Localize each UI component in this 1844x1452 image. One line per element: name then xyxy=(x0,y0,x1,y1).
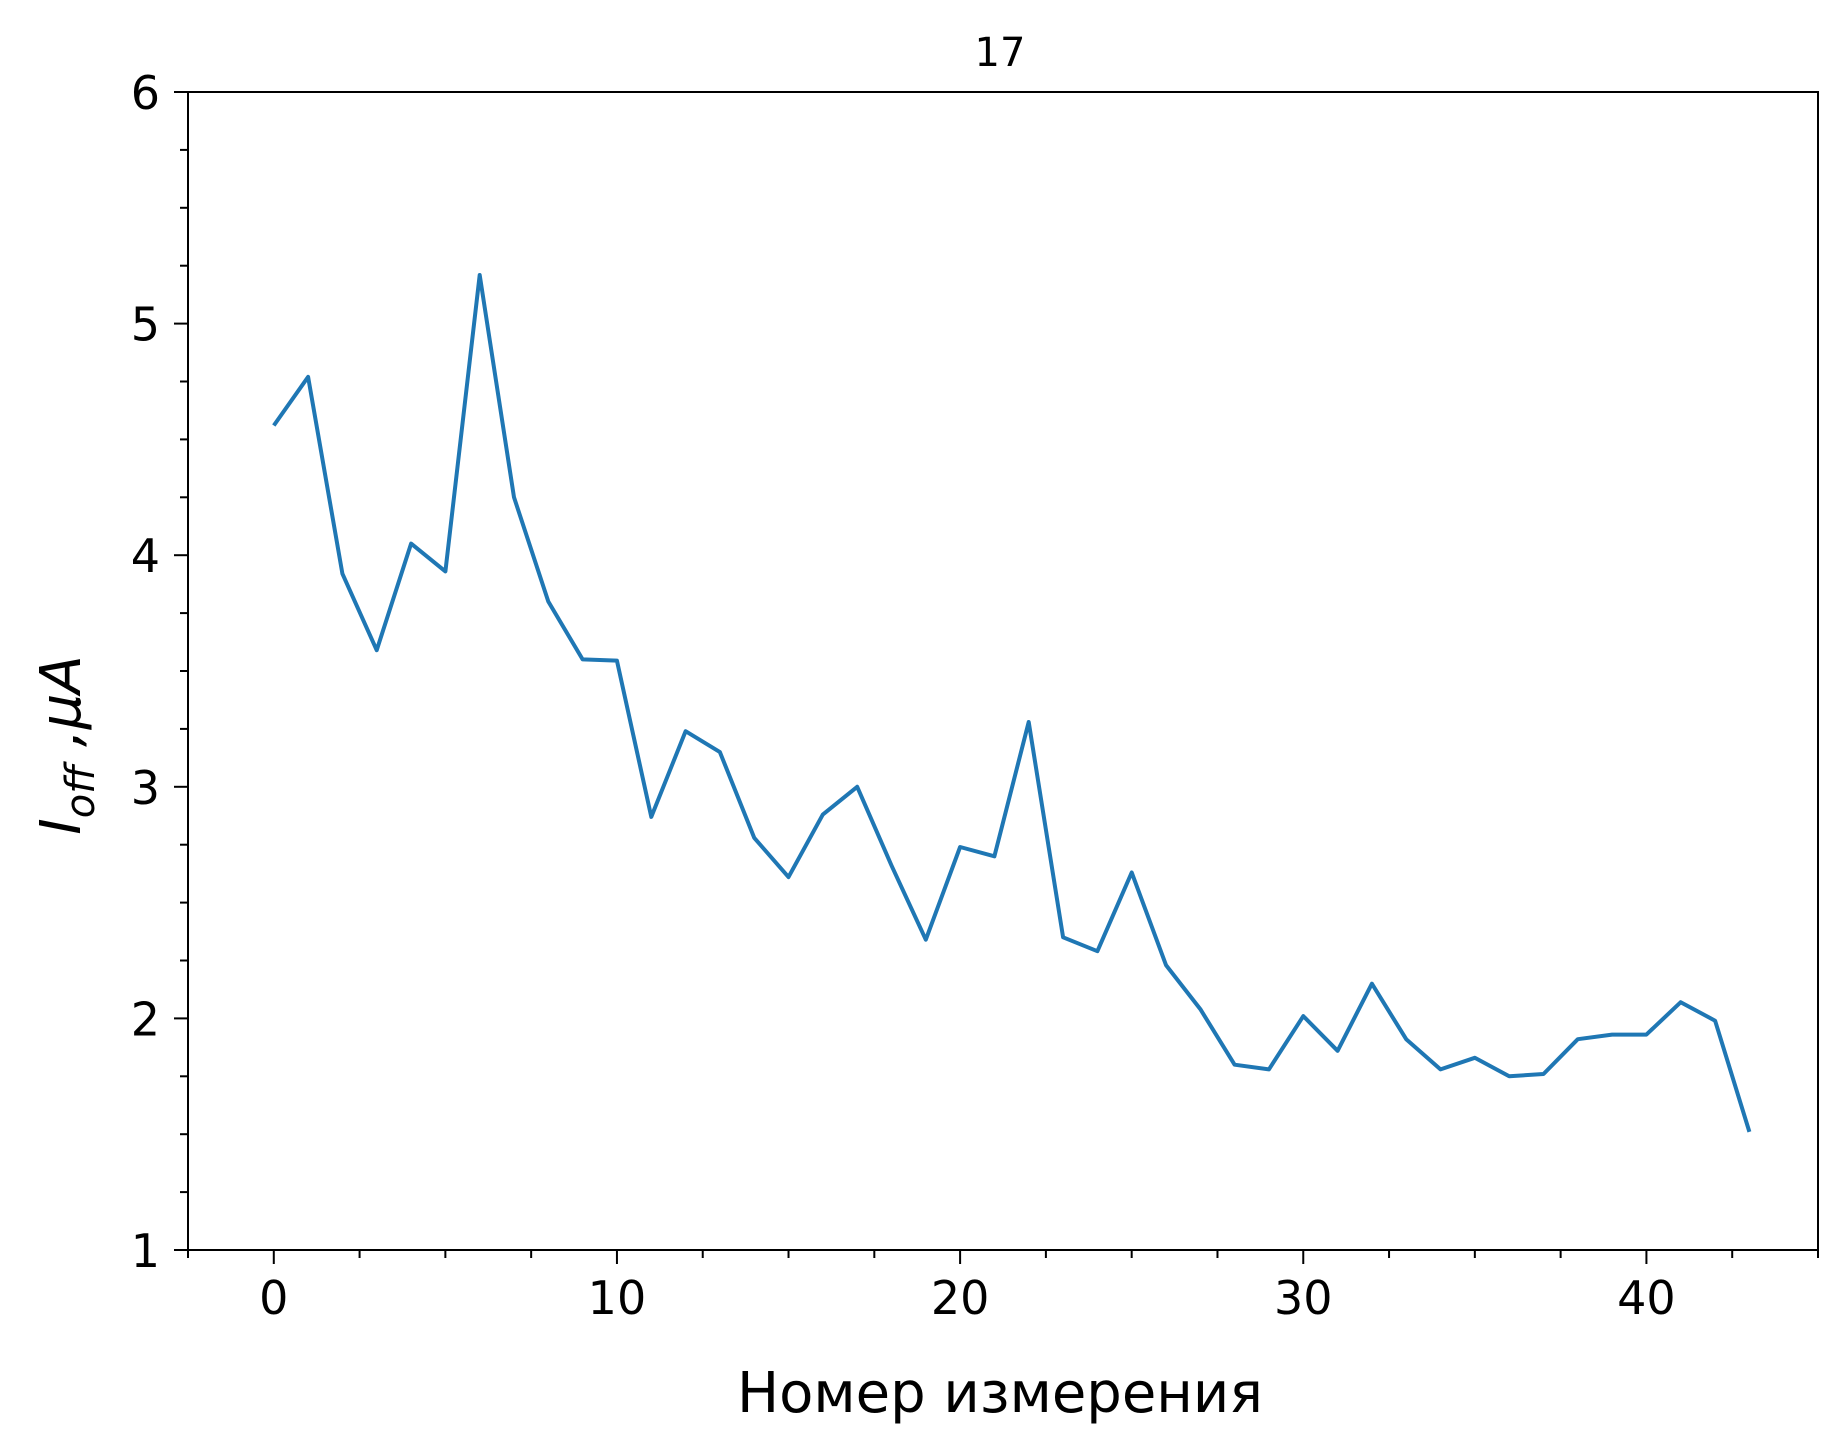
x-axis-label: Номер измерения xyxy=(737,1361,1263,1426)
y-tick-label: 5 xyxy=(131,298,160,352)
series-line xyxy=(272,273,1752,1133)
y-tick-label: 6 xyxy=(131,66,160,120)
x-tick-label: 40 xyxy=(1617,1271,1676,1325)
x-axis: 0 10 20 30 40 xyxy=(187,1250,1819,1325)
plot-frame xyxy=(187,91,1819,1251)
x-tick-label: 30 xyxy=(1274,1271,1333,1325)
x-tick-label: 0 xyxy=(259,1271,288,1325)
x-tick-label: 10 xyxy=(588,1271,647,1325)
y-axis-label-main: I xyxy=(29,818,94,835)
y-tick-label: 3 xyxy=(131,761,160,815)
y-axis-label: Ioff ,μA xyxy=(29,655,104,834)
y-axis: 1 2 3 4 5 6 xyxy=(131,66,188,1278)
y-tick-label: 1 xyxy=(131,1224,160,1278)
y-tick-label: 2 xyxy=(131,992,160,1046)
x-tick-label: 20 xyxy=(931,1271,990,1325)
y-axis-label-sub: off xyxy=(58,761,104,818)
y-axis-label-unit: ,μA xyxy=(29,655,94,765)
y-tick-label: 4 xyxy=(131,529,160,583)
chart-title: 17 xyxy=(975,30,1026,76)
